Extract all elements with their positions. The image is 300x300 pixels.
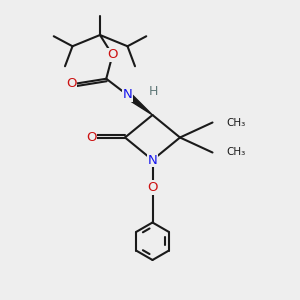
Text: O: O: [66, 77, 76, 90]
Text: O: O: [86, 131, 97, 144]
Text: CH₃: CH₃: [226, 118, 245, 128]
Text: N: N: [123, 88, 132, 101]
Polygon shape: [125, 92, 152, 115]
Text: H: H: [149, 85, 158, 98]
Text: O: O: [147, 181, 158, 194]
Text: CH₃: CH₃: [226, 148, 245, 158]
Text: N: N: [148, 154, 158, 166]
Text: O: O: [107, 49, 118, 62]
